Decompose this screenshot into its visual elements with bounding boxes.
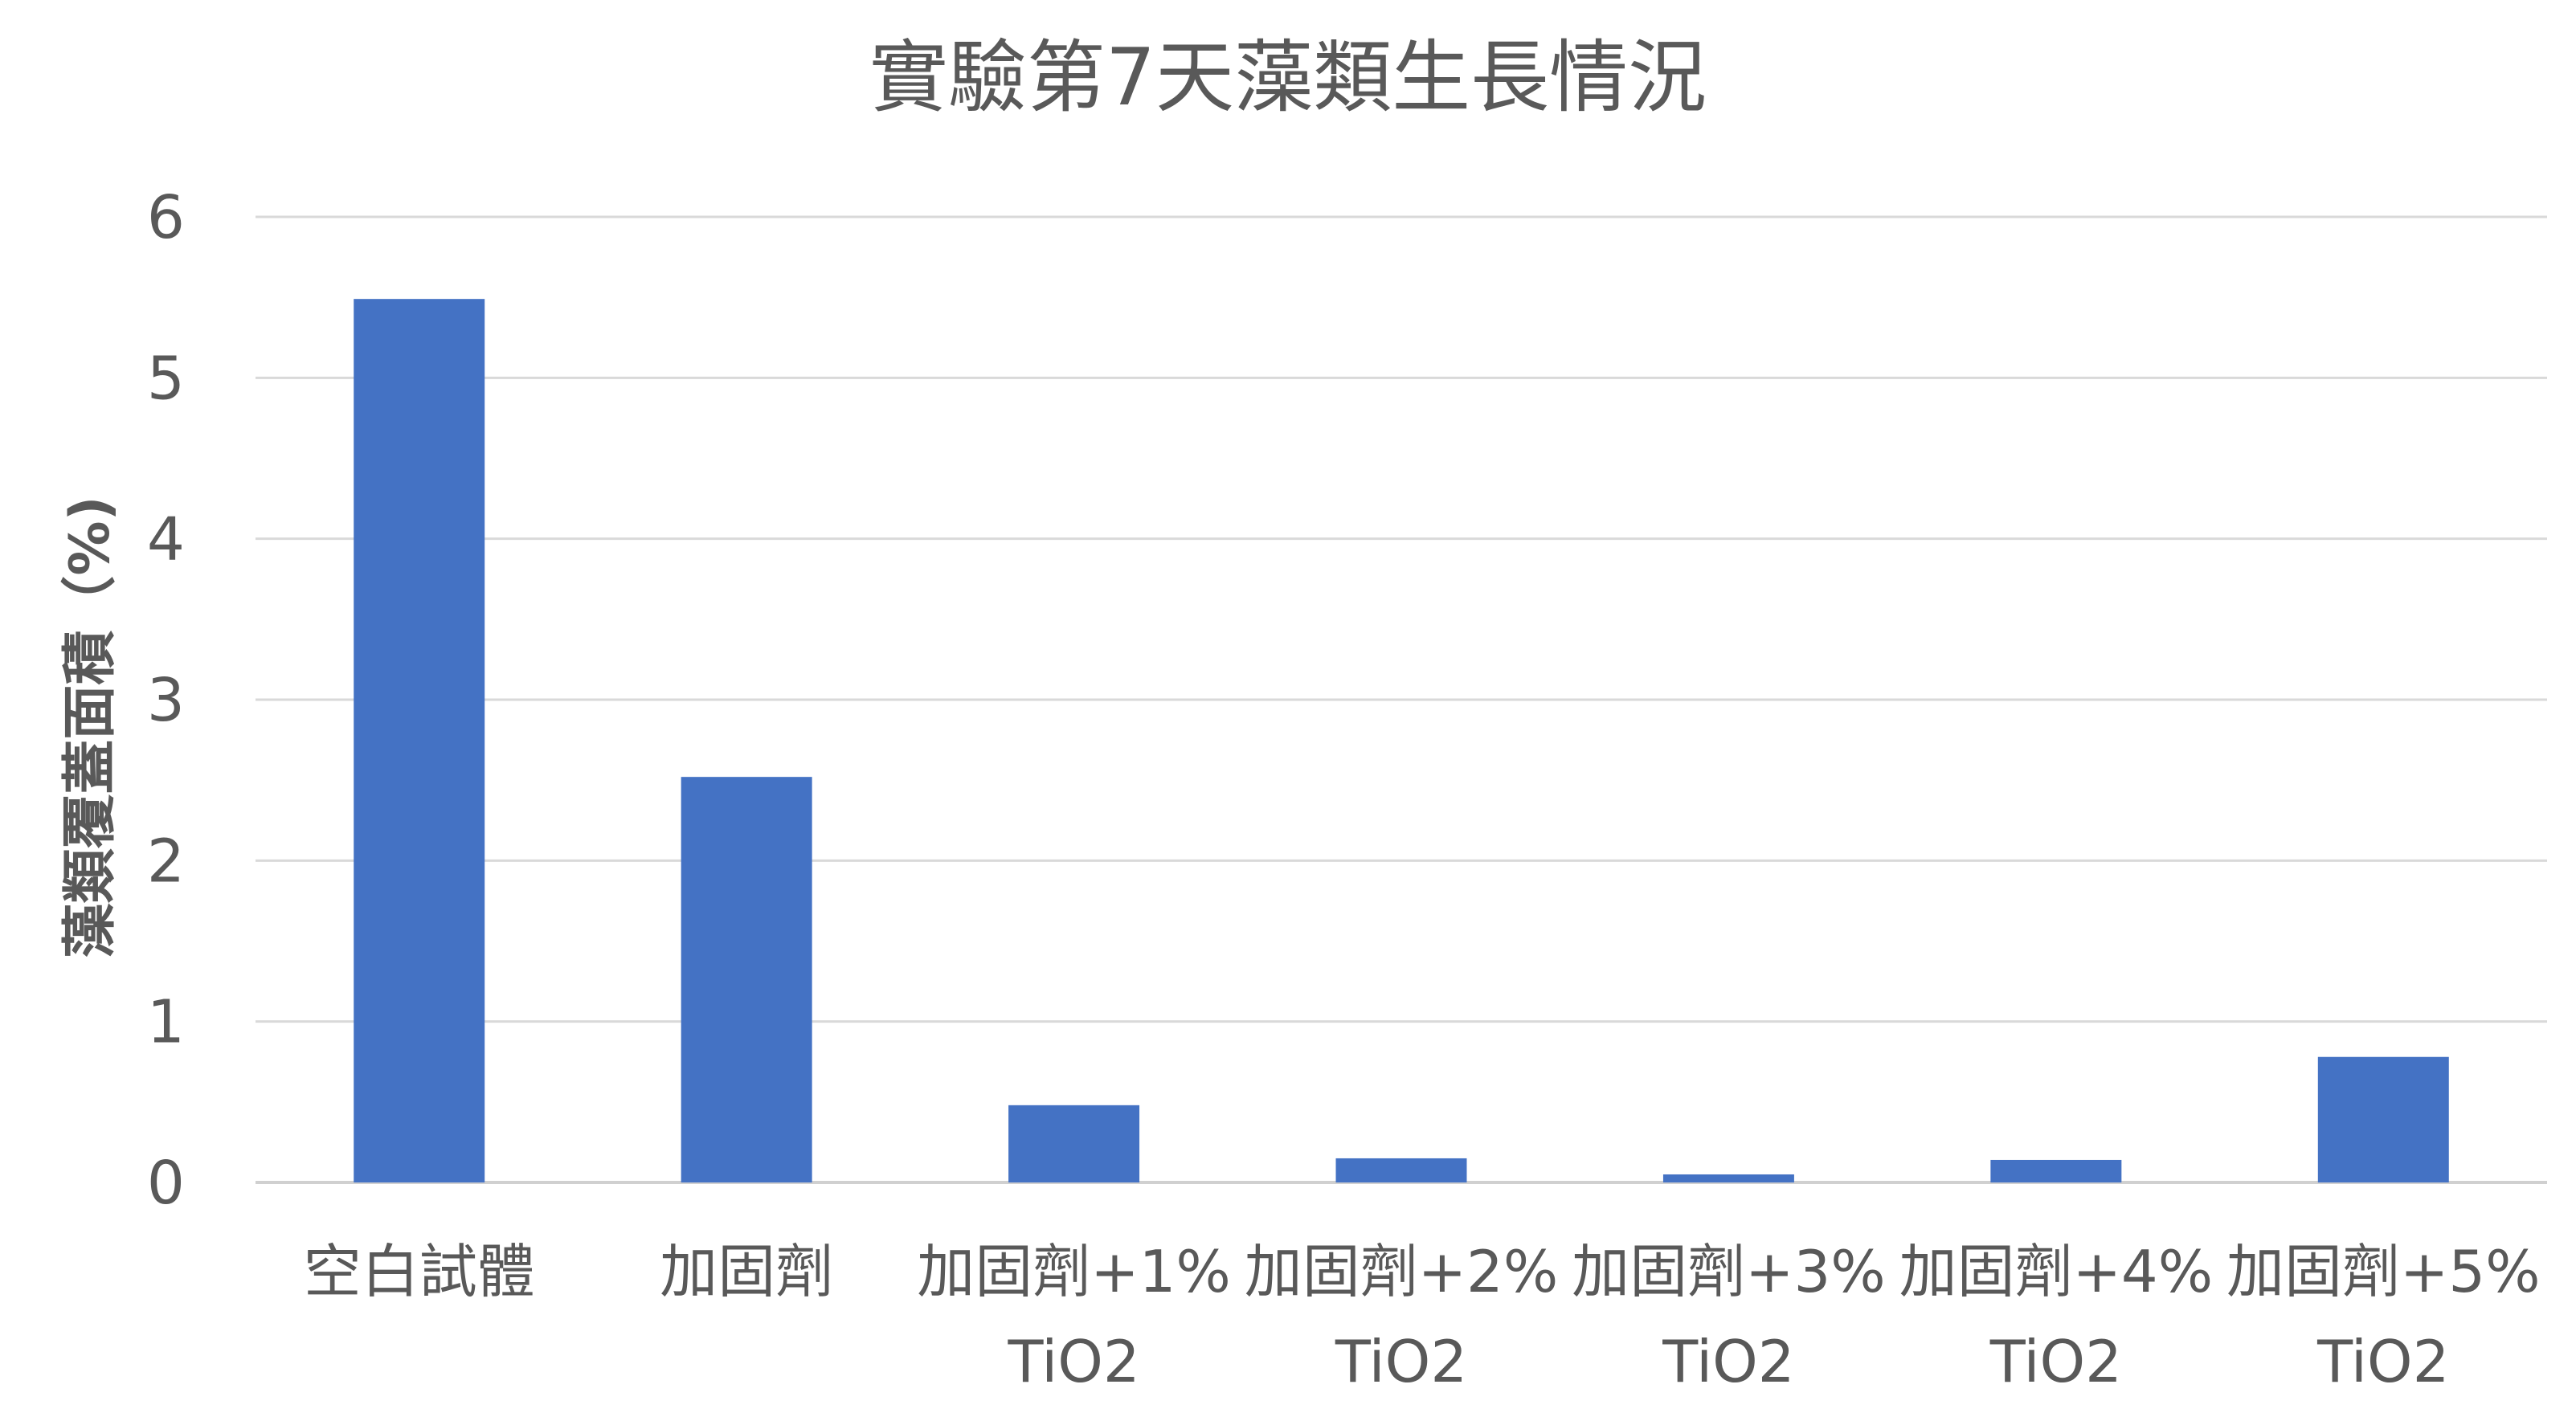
x-axis-ticks: 空白試體 加固劑 加固劑+1% TiO2 加固劑+2% TiO2 加固劑+3% TiO2 加固劑… [304, 1238, 2541, 1395]
y-tick-label: 5 [147, 344, 185, 413]
x-tick-label: 加固劑+2% [1245, 1238, 1559, 1305]
bar [1008, 1105, 1140, 1182]
y-tick-label: 1 [147, 988, 185, 1057]
x-tick-label: 加固劑+3% [1572, 1238, 1886, 1305]
x-tick-label: 加固劑+1% [917, 1238, 1231, 1305]
x-tick-label: 加固劑 [660, 1238, 833, 1305]
x-tick-label: TiO2 [2316, 1328, 2449, 1395]
x-tick-label: TiO2 [1335, 1328, 1467, 1395]
y-tick-label: 4 [147, 505, 185, 574]
x-tick-label: TiO2 [1662, 1328, 1794, 1395]
y-axis-label: 藻類覆蓋面積（%) [59, 496, 122, 958]
x-tick-label: TiO2 [1007, 1328, 1139, 1395]
x-tick-label: 加固劑+5% [2226, 1238, 2541, 1305]
y-tick-label: 6 [147, 183, 185, 252]
chart-title: 實驗第7天藻類生長情況 [869, 32, 1707, 124]
y-axis-ticks: 0 1 2 3 4 5 6 [147, 183, 185, 1218]
x-tick-label: 空白試體 [304, 1238, 535, 1305]
y-tick-label: 3 [147, 666, 185, 735]
bars [354, 299, 2449, 1182]
bar [2317, 1056, 2449, 1182]
bar [354, 299, 485, 1182]
bar [1335, 1158, 1467, 1182]
x-tick-label: TiO2 [1989, 1328, 2122, 1395]
bar [1662, 1174, 1794, 1182]
bar [1990, 1159, 2122, 1182]
x-tick-label: 加固劑+4% [1899, 1238, 2214, 1305]
y-tick-label: 2 [147, 827, 185, 896]
gridlines [256, 215, 2547, 1184]
y-tick-label: 0 [147, 1149, 185, 1218]
bar [681, 777, 812, 1182]
